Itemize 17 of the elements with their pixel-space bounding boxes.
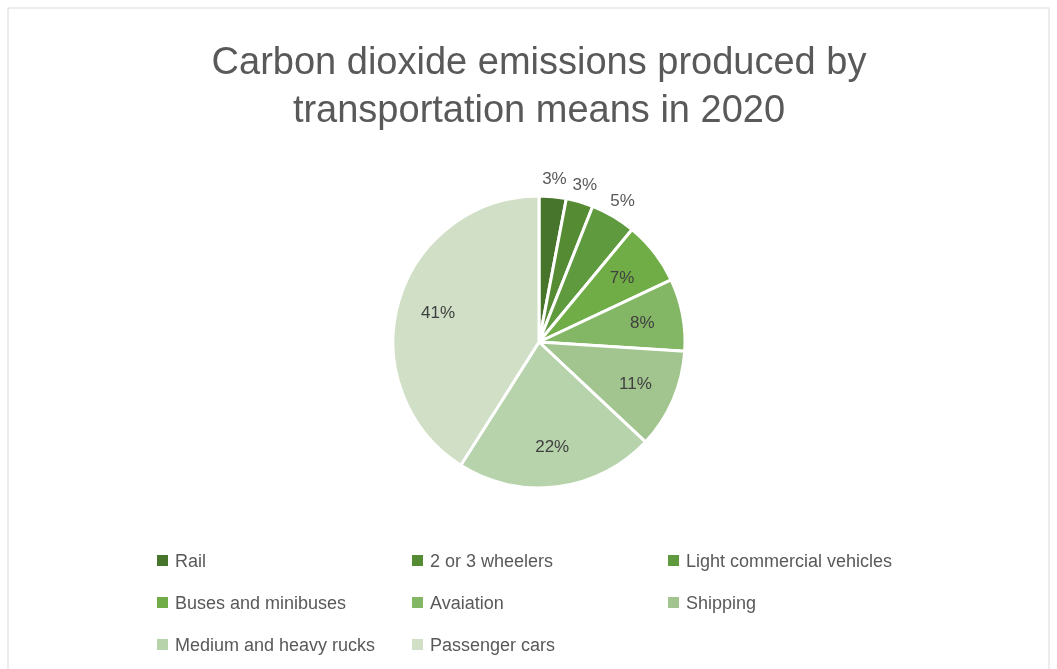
chart-title: Carbon dioxide emissions produced by transportation means in 2020	[211, 40, 867, 130]
legend-label: Avaiation	[430, 593, 504, 613]
legend-label: Medium and heavy rucks	[175, 635, 376, 655]
data-label: 3%	[572, 175, 598, 195]
legend-label: Light commercial vehicles	[686, 551, 893, 571]
data-label: 7%	[609, 268, 635, 288]
legend-label: Buses and minibuses	[175, 593, 347, 613]
data-label: 11%	[619, 374, 652, 394]
legend-label: Shipping	[686, 593, 757, 613]
legend-label: Rail	[175, 551, 207, 571]
data-label: 22%	[535, 436, 570, 456]
data-label: 41%	[421, 303, 456, 323]
data-label: 5%	[610, 191, 635, 211]
legend-label: 2 or 3 wheelers	[430, 551, 554, 571]
data-label: 8%	[629, 312, 655, 332]
data-label: 3%	[542, 169, 567, 189]
legend-label: Passenger cars	[430, 635, 556, 655]
